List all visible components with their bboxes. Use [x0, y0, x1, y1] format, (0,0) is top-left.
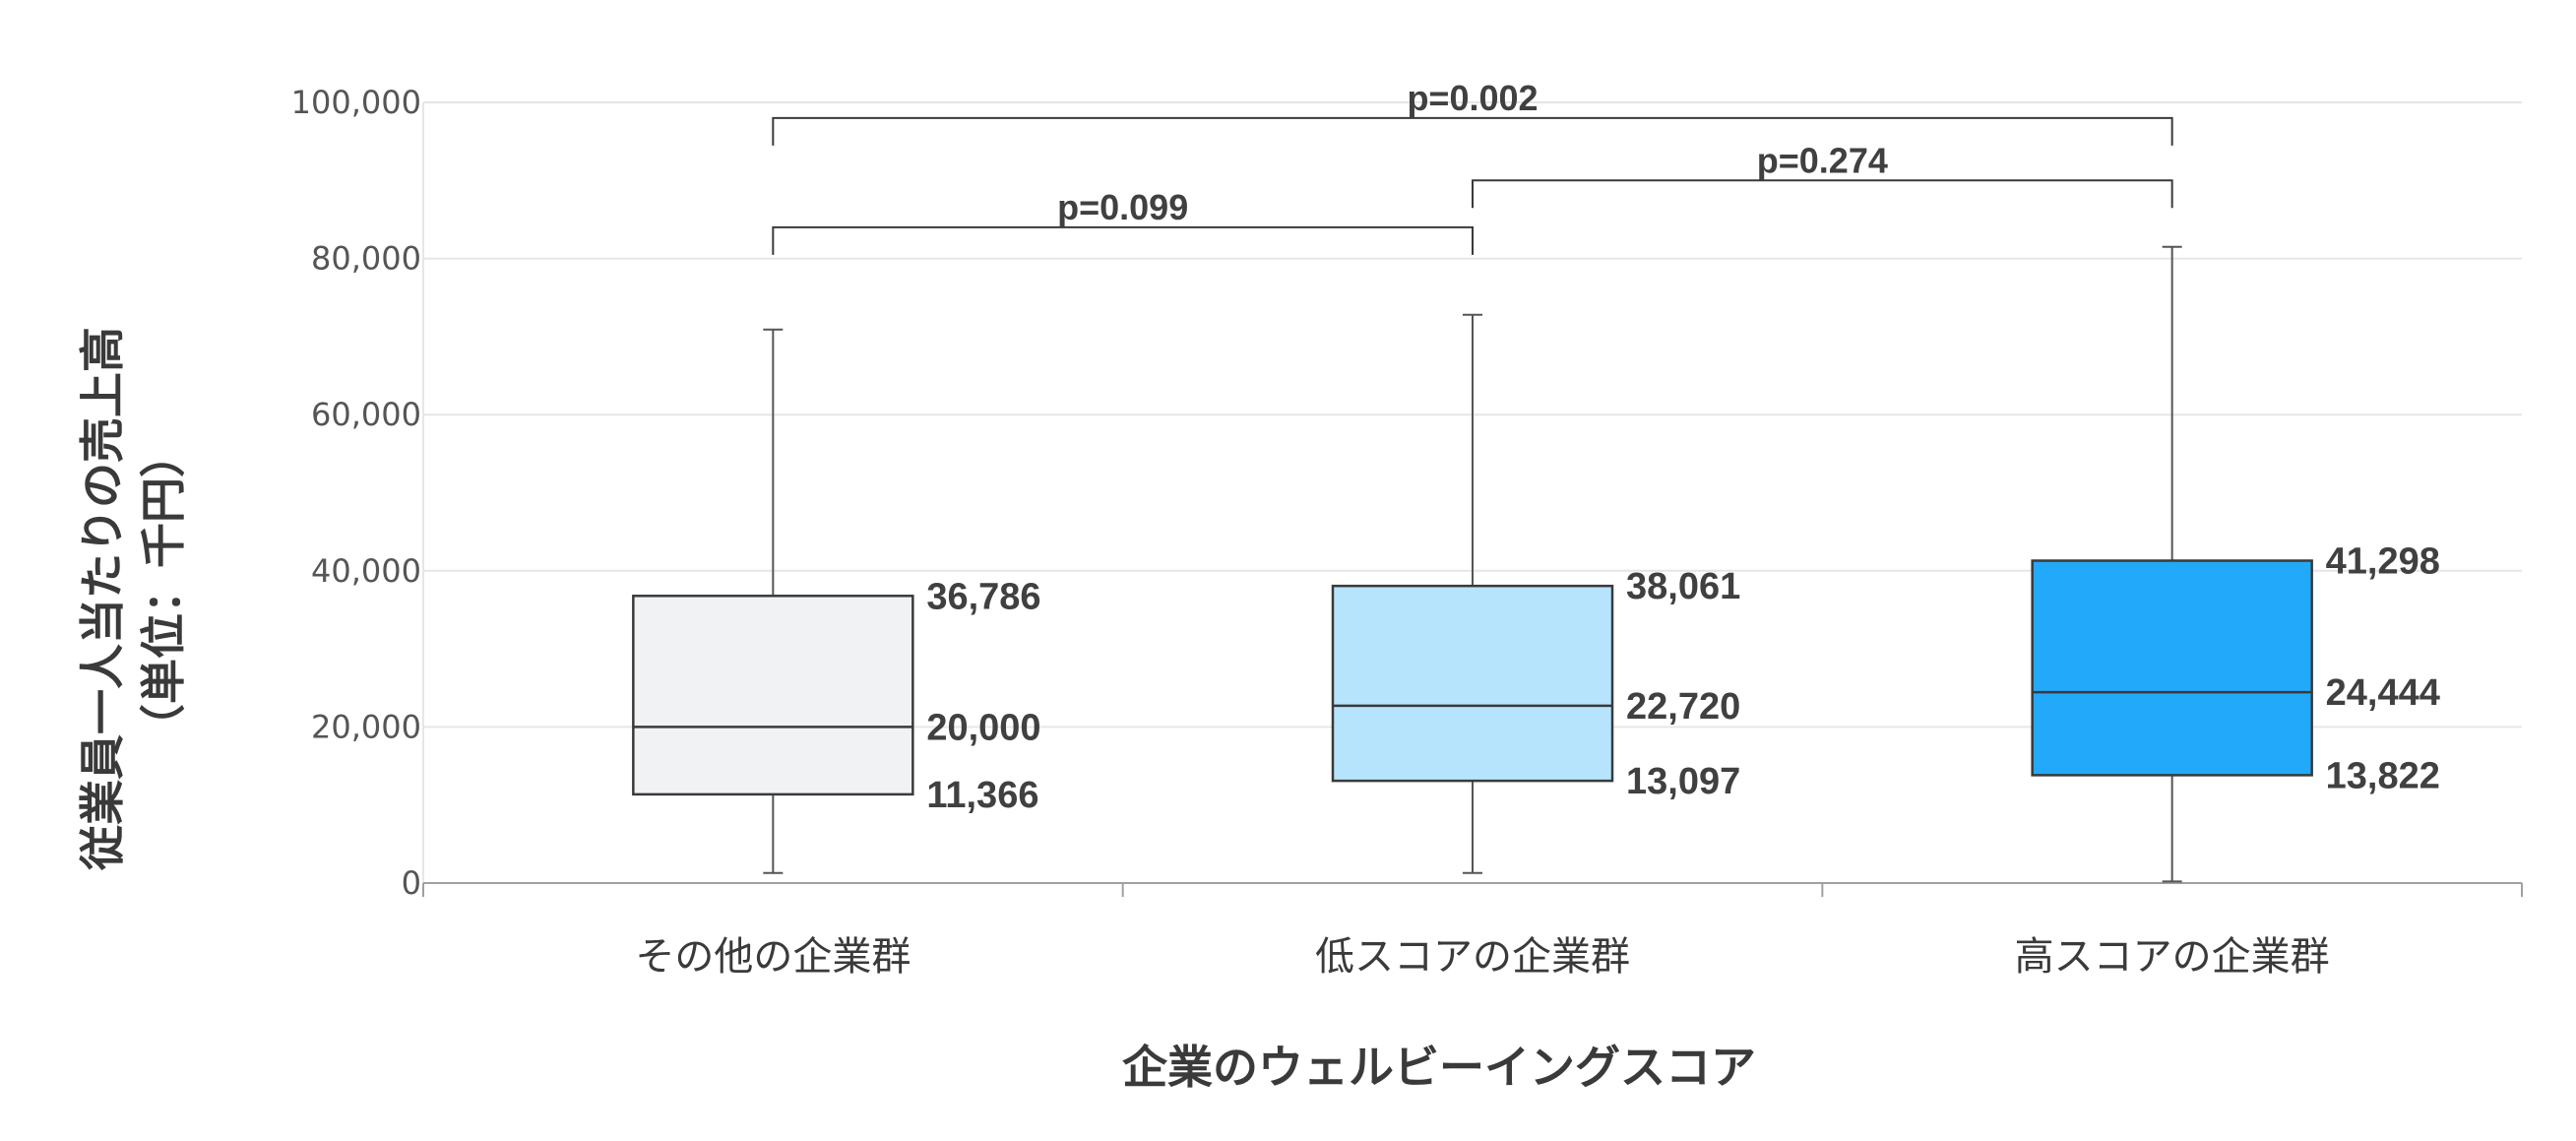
significance-brackets: p=0.002 p=0.274 p=0.099 — [772, 78, 2173, 255]
q1-label: 13,822 — [2326, 755, 2440, 796]
median-label: 22,720 — [1626, 686, 1740, 728]
y-tick-label: 100,000 — [291, 84, 421, 121]
significance-bracket — [772, 225, 1474, 255]
p-value-label: p=0.274 — [1757, 140, 1888, 180]
q1-label: 11,366 — [926, 775, 1038, 816]
p-value-label: p=0.099 — [1057, 187, 1188, 227]
y-tick-label: 20,000 — [311, 708, 421, 745]
median-label: 20,000 — [926, 707, 1040, 748]
y-tick-label: 80,000 — [311, 240, 421, 278]
x-axis-title: 企業のウェルビーイングスコア — [1122, 1041, 1756, 1094]
q1-label: 13,097 — [1626, 761, 1740, 802]
box — [632, 595, 914, 796]
y-axis-title-line1: 従業員一人当たりの売上高 — [76, 327, 129, 871]
box — [2031, 559, 2313, 777]
significance-bracket — [1472, 179, 2173, 209]
y-tick-label: 60,000 — [311, 396, 421, 433]
x-tick-label: 低スコアの企業群 — [1315, 934, 1630, 980]
y-axis-title-line2: （単位：千円） — [137, 432, 190, 749]
y-tick-label: 0 — [402, 864, 421, 902]
q3-label: 36,786 — [926, 576, 1040, 617]
x-tick-label: 高スコアの企業群 — [2015, 934, 2330, 980]
q3-label: 41,298 — [2326, 541, 2440, 583]
value-labels: 36,786 20,000 11,366 38,061 22,720 13,097 41,2… — [926, 541, 2440, 816]
p-value-label: p=0.002 — [1407, 78, 1538, 118]
x-tick-label: その他の企業群 — [635, 934, 911, 980]
y-axis-title: 従業員一人当たりの売上高 （単位：千円） — [76, 311, 190, 871]
median-label: 24,444 — [2326, 672, 2440, 714]
y-tick-label: 40,000 — [311, 552, 421, 590]
significance-bracket — [772, 116, 2173, 146]
boxes — [632, 245, 2313, 883]
q3-label: 38,061 — [1626, 566, 1740, 607]
box — [1331, 584, 1614, 783]
axes: 0 20,000 40,000 60,000 80,000 100,000 その他の企業群 低… — [291, 84, 2523, 980]
